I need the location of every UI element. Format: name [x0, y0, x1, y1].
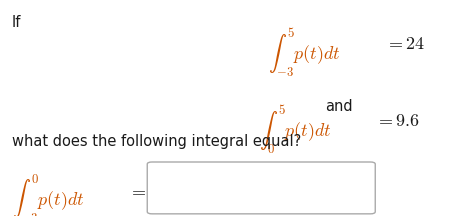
Text: what does the following integral equal?: what does the following integral equal?	[12, 134, 301, 149]
Text: $\int_{-3}^{0} p(t)dt$: $\int_{-3}^{0} p(t)dt$	[12, 173, 85, 216]
Text: $\int_{-3}^{5} p(t)dt$: $\int_{-3}^{5} p(t)dt$	[268, 26, 341, 79]
Text: $= 24$: $= 24$	[385, 35, 425, 52]
FancyBboxPatch shape	[147, 162, 375, 214]
Text: If: If	[12, 15, 21, 30]
Text: and: and	[325, 99, 353, 114]
Text: $=$: $=$	[128, 181, 146, 199]
Text: $= 9.6$: $= 9.6$	[375, 112, 420, 130]
Text: $\int_{0}^{5} p(t)dt$: $\int_{0}^{5} p(t)dt$	[259, 104, 332, 156]
